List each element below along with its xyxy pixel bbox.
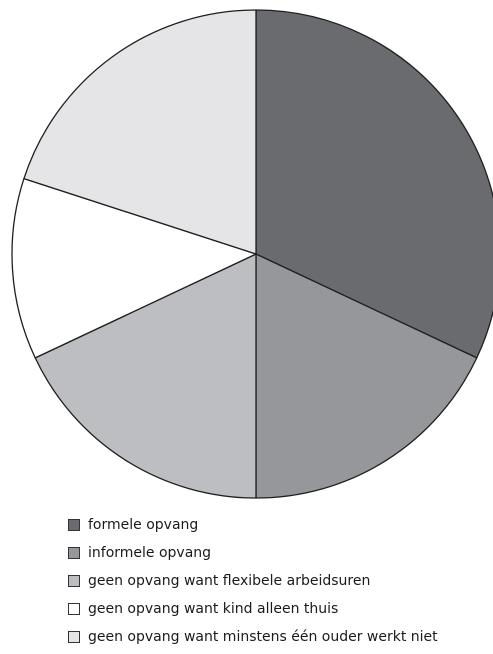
- legend-item-kind-alleen-thuis: geen opvang want kind alleen thuis: [68, 595, 488, 623]
- legend-item-formele-opvang: formele opvang: [68, 511, 488, 539]
- legend-label-formele-opvang: formele opvang: [88, 517, 199, 533]
- legend-swatch-informele-opvang: [68, 547, 80, 559]
- legend-label-flexibele-arbeidsuren: geen opvang want flexibele arbeidsuren: [88, 573, 371, 589]
- legend-item-informele-opvang: informele opvang: [68, 539, 488, 567]
- pie-slices: [11, 9, 493, 499]
- pie-chart: [11, 9, 493, 499]
- legend-swatch-ouder-werkt-niet: [68, 631, 80, 643]
- legend-label-ouder-werkt-niet: geen opvang want minstens één ouder werk…: [88, 629, 438, 645]
- pie-slice-1: [255, 9, 493, 359]
- legend-swatch-formele-opvang: [68, 519, 80, 531]
- legend-label-informele-opvang: informele opvang: [88, 545, 212, 561]
- legend-item-flexibele-arbeidsuren: geen opvang want flexibele arbeidsuren: [68, 567, 488, 595]
- chart-legend: formele opvang informele opvang geen opv…: [68, 511, 488, 651]
- legend-swatch-flexibele-arbeidsuren: [68, 575, 80, 587]
- legend-swatch-kind-alleen-thuis: [68, 603, 80, 615]
- pie-slice-3: [34, 253, 257, 499]
- legend-item-ouder-werkt-niet: geen opvang want minstens één ouder werk…: [68, 623, 488, 651]
- legend-label-kind-alleen-thuis: geen opvang want kind alleen thuis: [88, 601, 339, 617]
- pie-slice-5: [23, 9, 257, 255]
- pie-slice-2: [255, 253, 478, 499]
- pie-slice-4: [11, 177, 257, 359]
